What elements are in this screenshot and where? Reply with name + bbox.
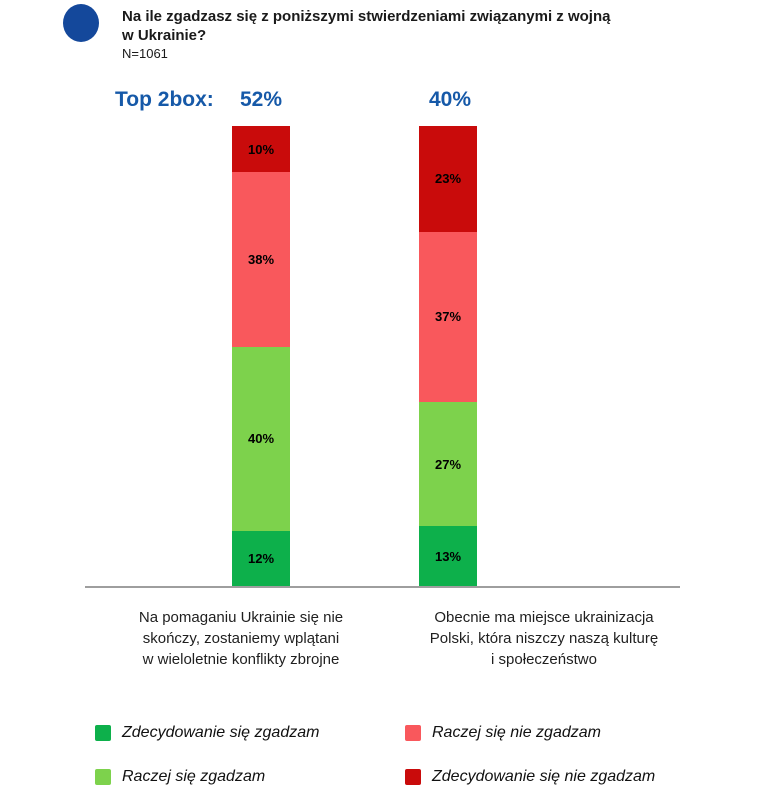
top2box-value-1: 52% [239,88,283,111]
bar-segment: 40% [232,346,290,531]
legend-label: Raczej się nie zgadzam [432,724,601,741]
question-title: Na ile zgadzasz się z poniższymi stwierd… [122,8,611,44]
segment-value-label: 37% [434,309,462,325]
question-bullet-icon [63,4,99,42]
legend-swatch [405,725,421,741]
bar-segment: 13% [419,526,477,586]
legend-item: Zdecydowanie się zgadzam [95,724,405,742]
top2box-label: Top 2box: [115,88,214,111]
segment-value-label: 38% [247,251,275,267]
category-label-1: Na pomaganiu Ukrainie się nie skończy, z… [138,609,344,668]
bar-segment: 37% [419,231,477,402]
segment-value-label: 10% [247,141,275,157]
legend-item: Raczej się zgadzam [95,768,405,786]
segment-value-label: 27% [434,456,462,472]
top2box-value-2: 40% [428,88,472,111]
bar-segment: 10% [232,126,290,172]
legend-item: Raczej się nie zgadzam [405,724,695,742]
sample-size: N=1061 [122,46,168,61]
chart-area: 10% 38% 40% 12% 23% 37% 27% 13% [85,126,680,588]
legend: Zdecydowanie się zgadzam Raczej się nie z… [95,724,695,786]
segment-value-label: 40% [247,431,275,447]
legend-swatch [95,725,111,741]
segment-value-label: 12% [247,550,275,566]
legend-label: Zdecydowanie się nie zgadzam [432,768,656,785]
legend-label: Zdecydowanie się zgadzam [122,724,320,741]
stacked-bar: 10% 38% 40% 12% [232,126,290,586]
legend-swatch [405,769,421,785]
legend-item: Zdecydowanie się nie zgadzam [405,768,695,786]
bar-segment: 38% [232,172,290,347]
category-label-2: Obecnie ma miejsce ukrainizacja Polski, … [429,609,659,668]
bar-segment: 27% [419,401,477,527]
stacked-bar: 23% 37% 27% 13% [419,126,477,586]
bar-segment: 23% [419,126,477,232]
legend-label: Raczej się zgadzam [122,768,266,785]
legend-swatch [95,769,111,785]
segment-value-label: 13% [434,548,462,564]
bar-segment: 12% [232,530,290,586]
segment-value-label: 23% [434,171,462,187]
